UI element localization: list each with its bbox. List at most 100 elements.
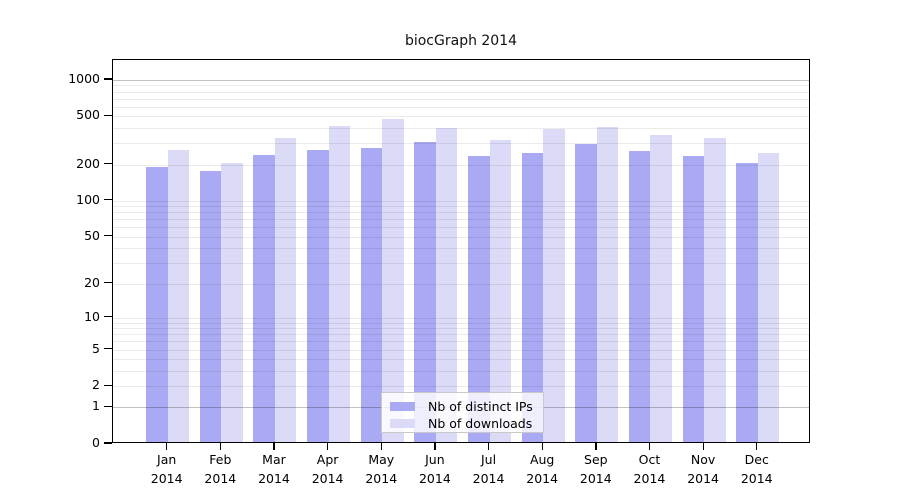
legend-swatch-distinct-ips: [390, 401, 415, 411]
bar-dec-downloads: [757, 152, 780, 442]
chart-title: biocGraph 2014: [404, 33, 518, 49]
x-tick-label-mar: Mar 2014: [258, 452, 290, 486]
gridline-300: [113, 143, 809, 145]
gridline-80: [113, 212, 809, 214]
y-tick-label-500: 500: [76, 107, 100, 123]
bar-dec-distinct-ips: [736, 163, 758, 442]
y-tick-label-200: 200: [76, 155, 100, 171]
legend-entry-downloads: Nb of downloads: [390, 415, 543, 431]
bar-mar-distinct-ips: [253, 154, 275, 442]
bar-oct-downloads: [650, 135, 672, 442]
gridline-100: [113, 200, 809, 202]
y-tick-label-2: 2: [92, 377, 100, 393]
y-tick-1: [104, 405, 112, 408]
gridline-40: [113, 248, 809, 250]
bar-may-downloads: [382, 119, 404, 442]
legend-label-distinct-ips: Nb of distinct IPs: [428, 398, 533, 414]
gridline-60: [113, 227, 809, 229]
y-tick-label-10: 10: [84, 308, 100, 324]
y-tick-10: [104, 316, 112, 318]
gridline-8: [113, 328, 809, 330]
y-tick-500: [104, 114, 112, 117]
x-tick-label-feb: Feb 2014: [204, 452, 237, 486]
bar-aug-downloads: [543, 128, 565, 442]
bar-sep-downloads: [596, 126, 619, 442]
gridline-6: [113, 341, 809, 343]
bar-oct-distinct-ips: [628, 150, 651, 442]
gridline-4: [113, 359, 809, 361]
gridline-7: [113, 334, 809, 336]
y-tick-1000: [104, 78, 112, 80]
x-tick-mar: [273, 443, 275, 450]
x-tick-aug: [541, 443, 543, 450]
x-tick-may: [380, 443, 382, 450]
x-tick-jul: [487, 443, 490, 450]
x-tick-apr: [327, 443, 329, 450]
y-tick-100: [104, 199, 112, 201]
x-tick-jun: [434, 443, 436, 450]
legend-label-downloads: Nb of downloads: [428, 415, 533, 431]
y-tick-200: [104, 162, 112, 165]
x-tick-label-aug: Aug 2014: [526, 452, 559, 486]
x-tick-label-nov: Nov 2014: [687, 452, 719, 486]
x-tick-feb: [219, 443, 222, 450]
gridline-2: [113, 386, 809, 388]
y-tick-2: [104, 384, 112, 386]
x-tick-sep: [595, 443, 597, 450]
gridline-70: [113, 219, 809, 221]
bar-mar-downloads: [274, 138, 297, 442]
gridline-20: [113, 283, 809, 285]
bar-may-distinct-ips: [360, 148, 383, 442]
x-tick-label-sep: Sep 2014: [579, 452, 612, 486]
y-tick-0: [104, 442, 112, 444]
legend-swatch-downloads: [390, 418, 415, 428]
bar-feb-downloads: [221, 162, 243, 442]
y-tick-label-5: 5: [92, 340, 100, 356]
bar-sep-distinct-ips: [575, 143, 597, 442]
bar-jan-distinct-ips: [146, 166, 168, 442]
gridline-700: [113, 98, 809, 100]
gridline-500: [113, 116, 809, 118]
plot-area: [112, 59, 810, 443]
bar-jan-downloads: [167, 149, 190, 442]
bar-feb-distinct-ips: [199, 170, 222, 442]
bar-nov-downloads: [704, 138, 726, 442]
x-tick-label-jul: Jul 2014: [472, 452, 505, 486]
x-tick-label-apr: Apr 2014: [311, 452, 344, 486]
gridline-600: [113, 106, 809, 108]
x-tick-label-dec: Dec 2014: [740, 452, 773, 486]
gridline-90: [113, 206, 809, 208]
x-tick-label-may: May 2014: [365, 452, 398, 486]
legend-entry-distinct-ips: Nb of distinct IPs: [390, 398, 543, 414]
gridline-1000: [113, 79, 809, 81]
bar-jul-distinct-ips: [468, 155, 490, 442]
gridline-3: [113, 370, 809, 372]
x-tick-dec: [756, 443, 758, 450]
y-tick-label-1: 1: [92, 398, 100, 414]
y-tick-label-20: 20: [84, 274, 100, 290]
gridline-9: [113, 322, 809, 324]
x-tick-oct: [648, 443, 651, 450]
bar-jun-distinct-ips: [414, 142, 436, 442]
x-tick-label-jan: Jan 2014: [150, 452, 183, 486]
y-tick-label-1000: 1000: [68, 70, 100, 86]
x-tick-jan: [166, 443, 168, 450]
gridline-200: [113, 164, 809, 166]
gridline-10: [113, 317, 809, 319]
gridline-30: [113, 263, 809, 265]
y-tick-label-0: 0: [92, 435, 100, 450]
y-tick-50: [104, 235, 112, 237]
gridline-800: [113, 91, 809, 93]
bar-apr-downloads: [328, 125, 351, 442]
gridline-900: [113, 85, 809, 87]
y-tick-5: [104, 347, 112, 350]
bar-aug-distinct-ips: [521, 152, 544, 442]
gridline-5: [113, 349, 809, 351]
bar-jun-downloads: [435, 127, 458, 442]
y-tick-label-50: 50: [84, 227, 100, 243]
bar-nov-distinct-ips: [682, 155, 705, 442]
x-tick-label-oct: Oct 2014: [633, 452, 666, 486]
gridline-50: [113, 236, 809, 238]
x-tick-label-jun: Jun 2014: [418, 452, 451, 486]
